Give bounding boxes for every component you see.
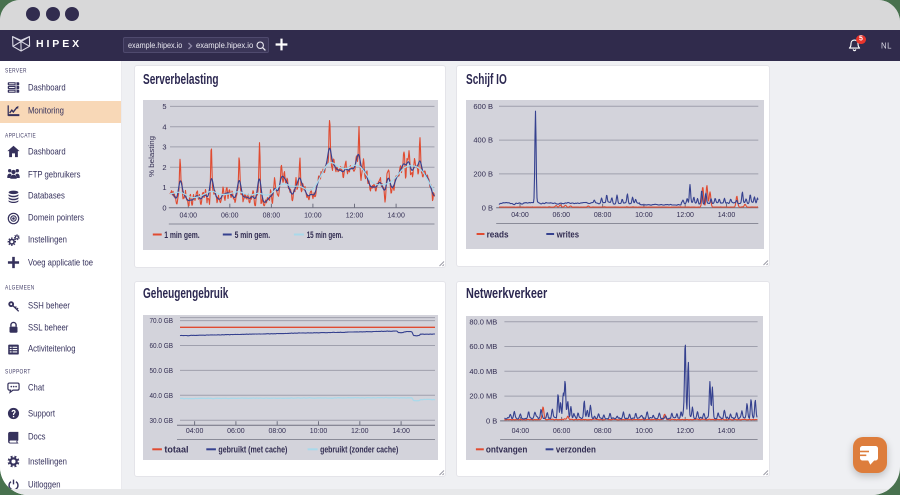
svg-text:200 B: 200 B bbox=[473, 170, 493, 179]
svg-text:14:00: 14:00 bbox=[387, 211, 405, 220]
svg-text:2: 2 bbox=[162, 163, 166, 172]
svg-text:verzonden: verzonden bbox=[556, 445, 596, 455]
svg-text:10:00: 10:00 bbox=[304, 211, 322, 220]
svg-text:ontvangen: ontvangen bbox=[486, 445, 528, 455]
svg-text:04:00: 04:00 bbox=[180, 211, 198, 220]
svg-text:400 B: 400 B bbox=[473, 136, 493, 145]
svg-text:04:00: 04:00 bbox=[186, 426, 204, 435]
svg-text:writes: writes bbox=[556, 230, 579, 240]
svg-text:totaal: totaal bbox=[164, 445, 188, 455]
svg-text:gebruikt (met cache): gebruikt (met cache) bbox=[218, 445, 287, 455]
svg-text:10:00: 10:00 bbox=[635, 210, 653, 219]
svg-text:600 B: 600 B bbox=[473, 102, 493, 111]
svg-text:0: 0 bbox=[162, 203, 166, 212]
svg-text:60.0 GB: 60.0 GB bbox=[150, 341, 174, 350]
svg-text:12:00: 12:00 bbox=[676, 426, 694, 435]
svg-text:14:00: 14:00 bbox=[392, 426, 410, 435]
svg-text:40.0 GB: 40.0 GB bbox=[150, 391, 174, 400]
svg-text:1: 1 bbox=[162, 183, 166, 192]
svg-text:40.0 MB: 40.0 MB bbox=[469, 367, 497, 376]
svg-text:08:00: 08:00 bbox=[268, 426, 286, 435]
svg-text:80.0 MB: 80.0 MB bbox=[469, 317, 497, 326]
svg-text:5: 5 bbox=[162, 102, 166, 111]
svg-text:60.0 MB: 60.0 MB bbox=[469, 342, 497, 351]
svg-text:15 min gem.: 15 min gem. bbox=[307, 230, 343, 240]
svg-text:reads: reads bbox=[487, 230, 509, 240]
svg-text:10:00: 10:00 bbox=[310, 426, 328, 435]
svg-text:04:00: 04:00 bbox=[512, 426, 530, 435]
svg-text:1 min gem.: 1 min gem. bbox=[164, 230, 200, 240]
svg-text:30.0 GB: 30.0 GB bbox=[150, 416, 174, 425]
svg-text:14:00: 14:00 bbox=[718, 426, 736, 435]
svg-text:08:00: 08:00 bbox=[594, 210, 612, 219]
svg-text:0 B: 0 B bbox=[482, 203, 493, 212]
svg-text:06:00: 06:00 bbox=[553, 426, 571, 435]
svg-text:4: 4 bbox=[162, 122, 166, 131]
svg-text:12:00: 12:00 bbox=[351, 426, 369, 435]
svg-text:% belasting: % belasting bbox=[147, 136, 156, 177]
svg-text:12:00: 12:00 bbox=[676, 210, 694, 219]
svg-text:gebruikt (zonder cache): gebruikt (zonder cache) bbox=[320, 445, 398, 455]
svg-text:06:00: 06:00 bbox=[227, 426, 245, 435]
svg-text:0 B: 0 B bbox=[486, 417, 497, 426]
svg-text:50.0 GB: 50.0 GB bbox=[150, 366, 174, 375]
svg-text:3: 3 bbox=[162, 143, 166, 152]
svg-text:70.0 GB: 70.0 GB bbox=[150, 316, 174, 325]
svg-text:10:00: 10:00 bbox=[635, 426, 653, 435]
svg-text:12:00: 12:00 bbox=[346, 211, 364, 220]
svg-text:04:00: 04:00 bbox=[511, 210, 529, 219]
svg-text:14:00: 14:00 bbox=[718, 210, 736, 219]
svg-text:5 min gem.: 5 min gem. bbox=[235, 230, 271, 240]
svg-text:06:00: 06:00 bbox=[221, 211, 239, 220]
svg-text:08:00: 08:00 bbox=[594, 426, 612, 435]
svg-text:06:00: 06:00 bbox=[553, 210, 571, 219]
svg-text:20.0 MB: 20.0 MB bbox=[469, 392, 497, 401]
svg-text:08:00: 08:00 bbox=[263, 211, 281, 220]
